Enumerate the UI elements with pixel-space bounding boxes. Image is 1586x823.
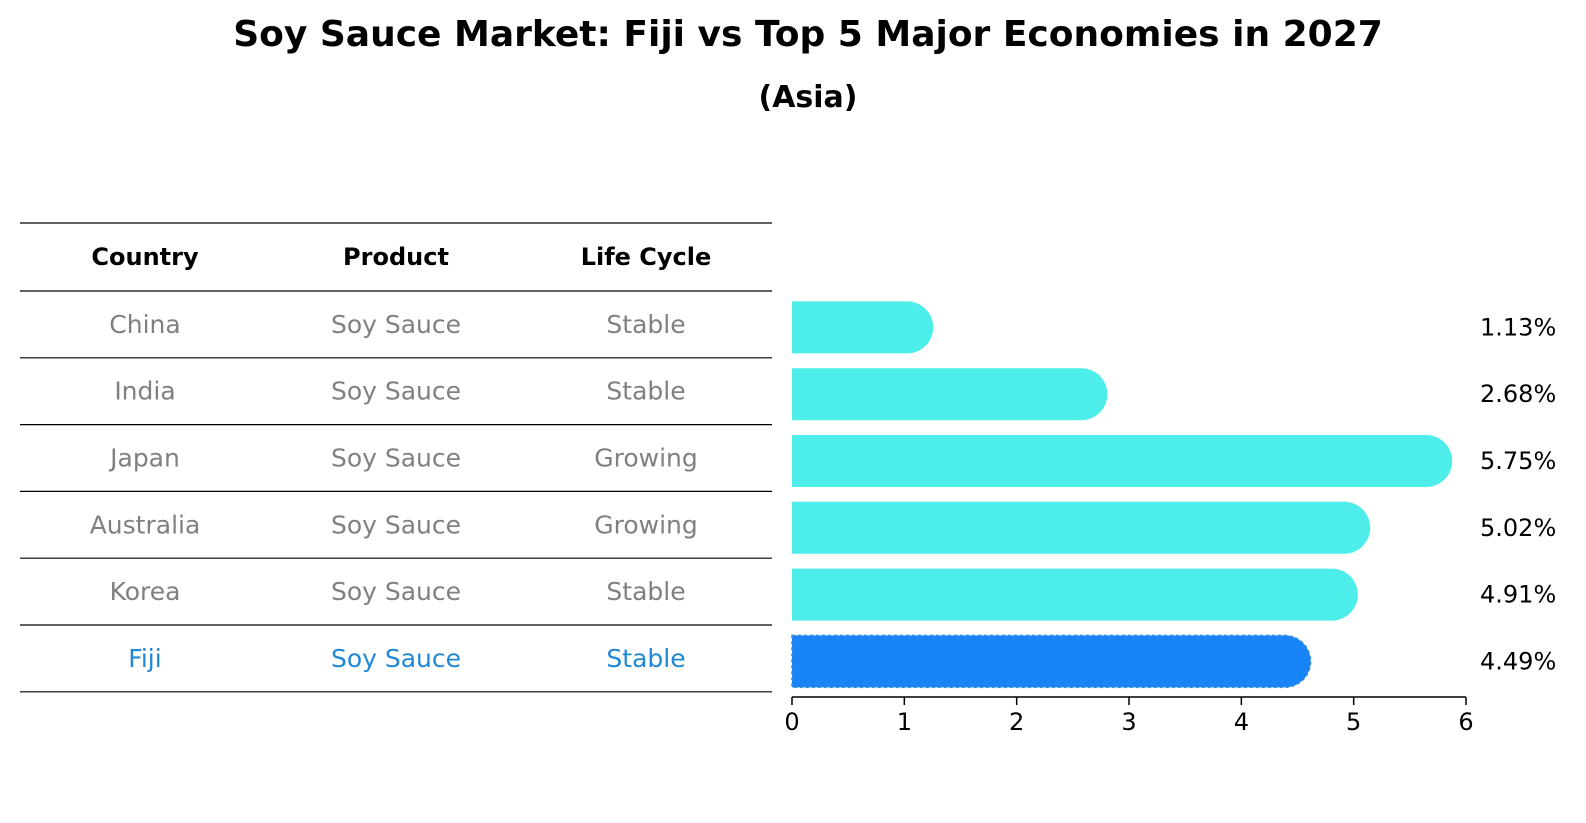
- value-label: 2.68%: [1480, 380, 1556, 408]
- table-cell: Growing: [594, 510, 698, 539]
- table-cell: Stable: [606, 310, 685, 339]
- bar-india: [792, 368, 1108, 421]
- chart-subtitle: (Asia): [758, 80, 858, 115]
- bar-korea: [792, 568, 1358, 621]
- table-cell: Stable: [606, 377, 685, 406]
- chart-title: Soy Sauce Market: Fiji vs Top 5 Major Ec…: [233, 14, 1383, 55]
- value-label: 5.75%: [1480, 447, 1556, 475]
- table-cell: India: [114, 377, 175, 406]
- value-label: 4.91%: [1480, 581, 1556, 609]
- x-tick-label: 5: [1346, 708, 1361, 736]
- value-label: 5.02%: [1480, 514, 1556, 542]
- bar-china: [792, 301, 934, 354]
- value-labels: 1.13% 2.68% 5.75% 5.02% 4.91% 4.49%: [1480, 313, 1556, 675]
- table-cell: Japan: [108, 444, 180, 473]
- value-label: 4.49%: [1480, 647, 1556, 675]
- table-header-cell: Life Cycle: [581, 243, 712, 271]
- bar-australia: [792, 501, 1371, 554]
- table-cell: Growing: [594, 444, 698, 473]
- table-cell: Fiji: [128, 644, 161, 673]
- x-tick-label: 6: [1458, 708, 1473, 736]
- table-cell: Stable: [606, 577, 685, 606]
- x-tick-label: 0: [784, 708, 799, 736]
- table-cell: Soy Sauce: [331, 310, 461, 339]
- x-tick-label: 1: [897, 708, 912, 736]
- data-table: Country Product Life Cycle China Soy Sauce St…: [20, 222, 772, 693]
- table-cell: Stable: [606, 644, 685, 673]
- bar-fiji: [791, 634, 1312, 689]
- value-label: 1.13%: [1480, 313, 1556, 341]
- x-tick-label: 2: [1009, 708, 1024, 736]
- table-cell: China: [109, 310, 180, 339]
- x-tick-label: 3: [1121, 708, 1136, 736]
- bar-japan: [792, 435, 1453, 487]
- table-cell: Soy Sauce: [331, 377, 461, 406]
- table-cell: Soy Sauce: [331, 644, 461, 673]
- table-cell: Soy Sauce: [331, 510, 461, 539]
- x-tick-label: 4: [1234, 708, 1249, 736]
- table-cell: Australia: [90, 510, 201, 539]
- table-cell: Soy Sauce: [331, 577, 461, 606]
- table-cell: Soy Sauce: [331, 444, 461, 473]
- table-cell: Korea: [110, 577, 181, 606]
- x-axis: 0 1 2 3 4 5 6: [784, 696, 1474, 736]
- table-header-cell: Country: [91, 243, 199, 271]
- bar-chart: [791, 301, 1453, 689]
- table-header-cell: Product: [343, 243, 449, 271]
